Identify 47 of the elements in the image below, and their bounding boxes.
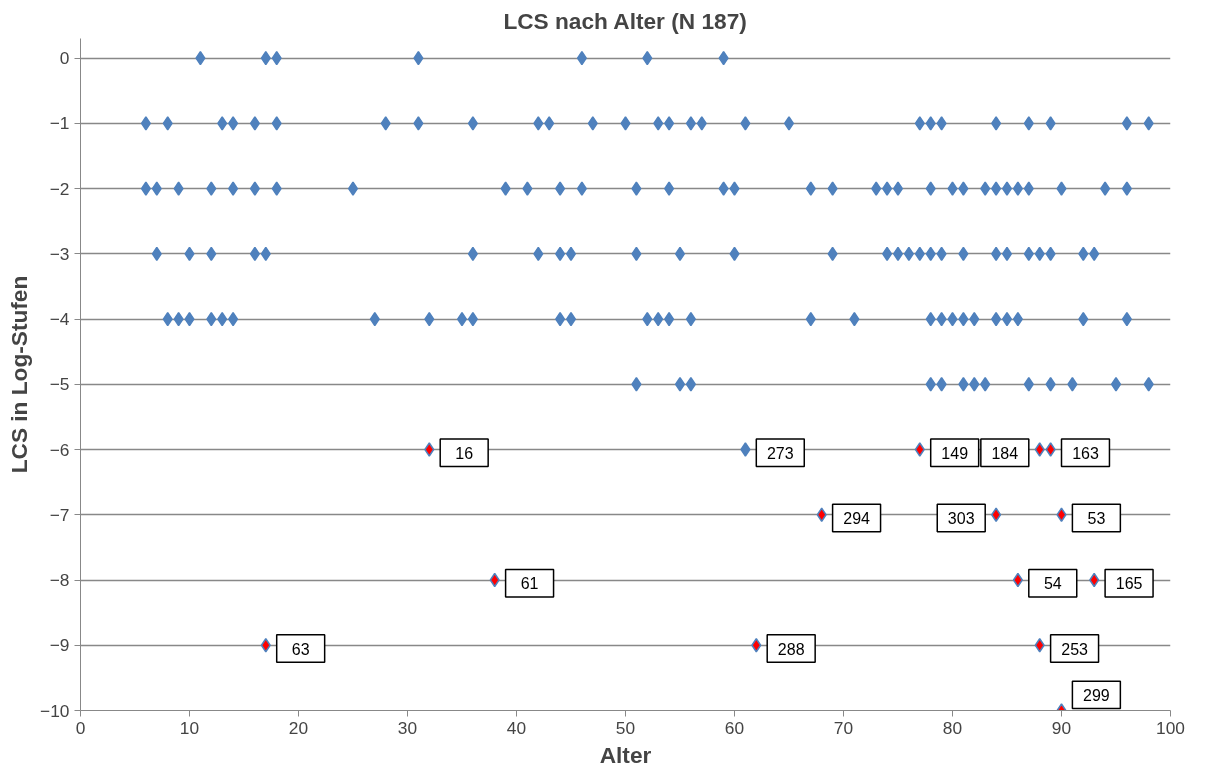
y-tick-label: −7 [49,504,70,525]
annotation: 63 [291,640,310,658]
y-tick-label: −2 [49,178,70,199]
point [1034,442,1045,457]
annotation: 299 [1083,686,1110,704]
annotation: 288 [777,640,805,658]
annotation: 273 [766,444,794,462]
y-axis-title: LCS in Log-Stufen [6,275,33,474]
annotation: 184 [991,444,1019,462]
annotation: 163 [1072,444,1099,462]
y-tick-label: −3 [49,243,70,264]
x-tick-label: 0 [75,717,86,738]
annotation: 16 [455,444,474,462]
y-tick-label: −9 [49,635,70,656]
y-tick-label: −10 [40,700,70,721]
point [424,442,435,457]
y-tick-label: −8 [49,570,70,591]
y-tick-label: 0 [59,48,70,69]
x-tick-label: 80 [942,717,963,738]
x-tick-label: 70 [833,717,854,738]
x-tick-label: 100 [1156,717,1185,738]
point [914,442,925,457]
point [751,638,762,653]
x-tick-label: 30 [397,717,418,738]
annotation: 303 [947,510,975,528]
annotation: 61 [520,575,539,593]
annotation: 149 [941,444,969,462]
annotation: 54 [1043,575,1062,593]
x-tick-label: 50 [615,717,636,738]
y-tick-label: −1 [49,113,70,134]
point [1045,442,1056,457]
x-axis-title: Alter [599,741,652,768]
point [1034,638,1045,653]
y-tick-label: −6 [49,439,70,460]
chart-title: LCS nach Alter (N 187) [503,7,747,34]
x-tick-label: 60 [724,717,745,738]
annotation: 294 [843,510,871,528]
annotation: 253 [1061,640,1089,658]
annotation: 53 [1087,510,1106,528]
x-tick-label: 40 [506,717,527,738]
y-tick-label: −5 [49,374,70,395]
annotation: 165 [1115,575,1143,593]
x-tick-label: 90 [1051,717,1072,738]
x-tick-label: 10 [179,717,200,738]
y-tick-label: −4 [49,309,70,330]
x-tick-label: 20 [288,717,309,738]
point [260,638,271,653]
